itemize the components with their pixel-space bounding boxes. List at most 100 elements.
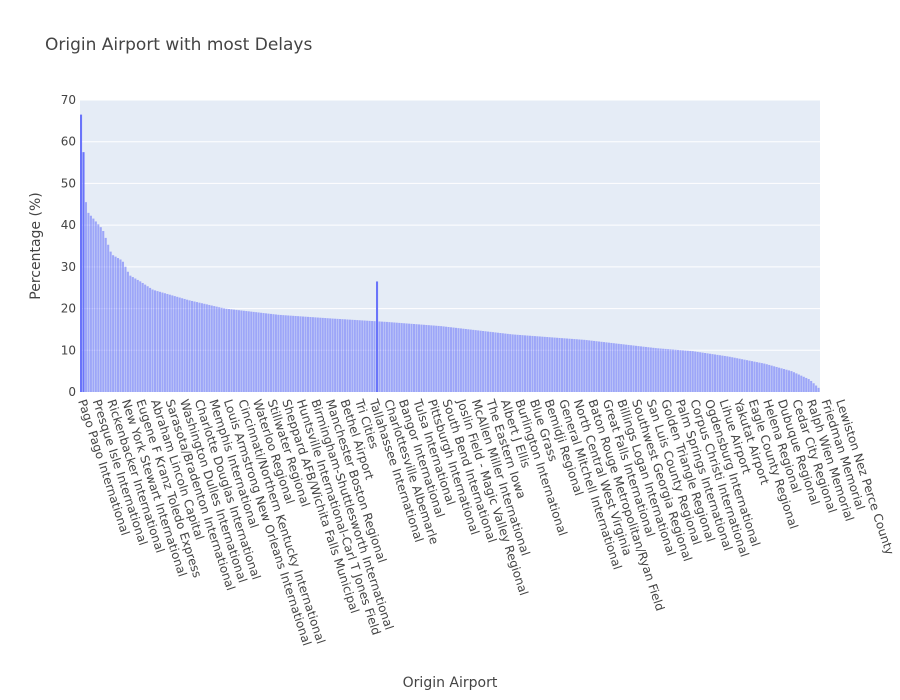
bar bbox=[607, 342, 610, 392]
bar bbox=[763, 363, 766, 392]
bar bbox=[516, 334, 519, 392]
bar bbox=[358, 320, 361, 392]
bar bbox=[339, 319, 342, 392]
bar bbox=[467, 329, 470, 392]
bar bbox=[427, 325, 430, 392]
bar bbox=[533, 336, 536, 392]
bar bbox=[408, 323, 411, 392]
bar bbox=[652, 347, 655, 392]
bar bbox=[538, 336, 541, 392]
bar bbox=[815, 385, 818, 392]
bar bbox=[600, 341, 603, 392]
bar bbox=[501, 333, 504, 392]
bar bbox=[156, 291, 159, 392]
bar bbox=[163, 293, 166, 392]
bar bbox=[252, 311, 255, 392]
bar bbox=[654, 348, 657, 392]
bar bbox=[277, 314, 280, 392]
bar bbox=[637, 346, 640, 392]
bar bbox=[694, 351, 697, 392]
bar bbox=[309, 317, 312, 392]
bar bbox=[265, 313, 268, 392]
bar bbox=[289, 315, 292, 392]
bar bbox=[723, 355, 726, 392]
bar bbox=[149, 287, 152, 392]
bar bbox=[178, 297, 181, 392]
bar bbox=[704, 353, 707, 392]
bar bbox=[112, 255, 115, 392]
bar bbox=[795, 373, 798, 392]
bar bbox=[341, 319, 344, 392]
bar bbox=[193, 301, 196, 392]
bar bbox=[245, 311, 248, 392]
bar bbox=[346, 319, 349, 392]
bar bbox=[425, 324, 428, 392]
bar bbox=[262, 313, 265, 392]
bar bbox=[442, 326, 445, 392]
bar bbox=[765, 364, 768, 392]
bar bbox=[575, 339, 578, 392]
bar bbox=[405, 323, 408, 392]
bar bbox=[750, 361, 753, 392]
bar bbox=[635, 345, 638, 392]
bar bbox=[511, 334, 514, 392]
bar bbox=[563, 338, 566, 392]
bar-series bbox=[80, 114, 820, 392]
bar bbox=[474, 330, 477, 392]
bar bbox=[817, 387, 820, 392]
bar bbox=[92, 218, 95, 392]
bar bbox=[361, 320, 364, 392]
bar bbox=[528, 335, 531, 392]
bar bbox=[304, 316, 307, 392]
bar bbox=[282, 315, 285, 392]
bar bbox=[482, 331, 485, 392]
bar bbox=[195, 302, 198, 392]
bar bbox=[314, 317, 317, 392]
bar bbox=[775, 366, 778, 392]
bar bbox=[99, 227, 102, 392]
bar bbox=[659, 348, 662, 392]
bar bbox=[146, 286, 149, 392]
bar bbox=[479, 330, 482, 392]
bar bbox=[746, 360, 749, 392]
bar bbox=[689, 350, 692, 392]
bar bbox=[536, 336, 539, 392]
bar bbox=[741, 359, 744, 392]
bar bbox=[302, 316, 305, 392]
bar bbox=[119, 259, 122, 392]
bar bbox=[166, 293, 169, 392]
bar bbox=[240, 310, 243, 392]
bar bbox=[223, 308, 226, 392]
bar bbox=[585, 340, 588, 392]
bar bbox=[334, 318, 337, 392]
bar bbox=[213, 306, 216, 392]
bar bbox=[462, 328, 465, 392]
bar bbox=[356, 320, 359, 392]
bar bbox=[679, 350, 682, 392]
bar bbox=[210, 305, 213, 392]
bar bbox=[595, 341, 598, 392]
bar bbox=[351, 319, 354, 392]
bar bbox=[726, 356, 729, 392]
bar bbox=[319, 317, 322, 392]
bar bbox=[205, 304, 208, 392]
bar bbox=[450, 327, 453, 392]
bar bbox=[417, 324, 420, 392]
bar bbox=[738, 358, 741, 392]
bar bbox=[183, 298, 186, 392]
bar bbox=[548, 337, 551, 392]
bar bbox=[435, 325, 438, 392]
bar bbox=[383, 321, 386, 392]
bar bbox=[778, 367, 781, 392]
bar bbox=[509, 334, 512, 392]
bar bbox=[785, 369, 788, 392]
bar bbox=[780, 368, 783, 392]
bar bbox=[452, 327, 455, 392]
bar bbox=[760, 363, 763, 392]
bar bbox=[684, 350, 687, 392]
bar bbox=[753, 361, 756, 392]
bar bbox=[590, 340, 593, 392]
bar bbox=[124, 266, 127, 392]
bar bbox=[622, 344, 625, 392]
y-tick-label: 30 bbox=[61, 260, 76, 274]
